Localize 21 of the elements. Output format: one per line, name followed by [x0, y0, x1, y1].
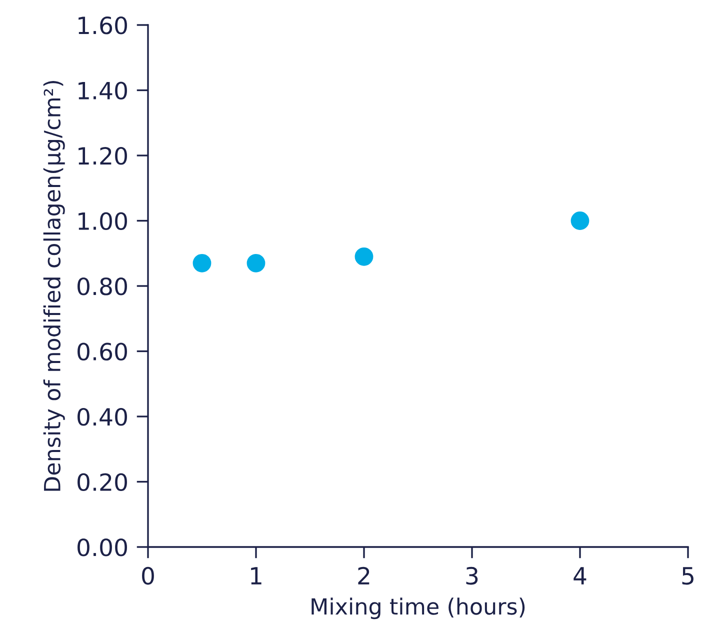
point [246, 254, 266, 272]
x-tick-label: 0 [142, 566, 154, 585]
y-tick-label: 0.60 [78, 342, 127, 361]
x-tick-label: 4 [574, 567, 586, 584]
y-axis-title: Density of modified collagen(µg/cm²) [43, 80, 65, 491]
point [192, 254, 212, 272]
y-tick-label: 1.40 [78, 82, 127, 100]
y-tick-label: 0.80 [78, 277, 127, 296]
y-tick-label: 0.20 [78, 473, 127, 492]
y-tick-label: 1.00 [78, 212, 127, 230]
y-tick-label: 1.60 [78, 16, 127, 34]
y-tick-label: 0.40 [78, 408, 127, 426]
point [354, 247, 374, 266]
x-axis-title: Mixing time (hours) [312, 598, 525, 620]
y-tick-label: 1.20 [78, 146, 127, 165]
x-tick-label: 1 [251, 567, 262, 584]
x-tick-label: 5 [682, 567, 694, 585]
y-tick-label: 0.00 [78, 538, 127, 556]
x-tick-label: 2 [358, 566, 370, 584]
point [570, 212, 590, 230]
x-tick-label: 3 [466, 566, 478, 585]
